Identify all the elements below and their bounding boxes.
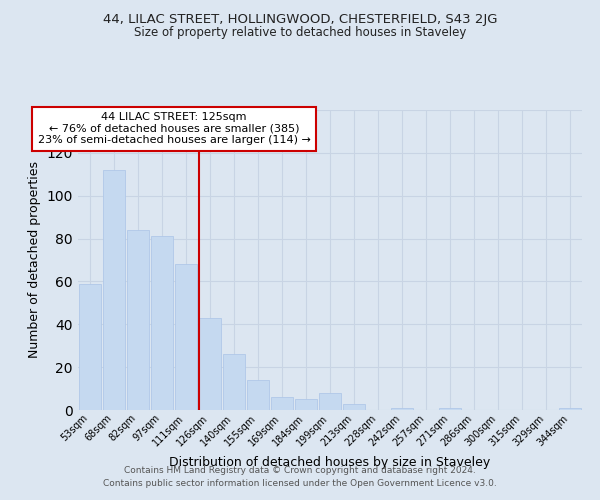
Text: Contains HM Land Registry data © Crown copyright and database right 2024.
Contai: Contains HM Land Registry data © Crown c… bbox=[103, 466, 497, 487]
Bar bbox=[79, 284, 101, 410]
Bar bbox=[175, 264, 197, 410]
Bar bbox=[295, 400, 317, 410]
X-axis label: Distribution of detached houses by size in Staveley: Distribution of detached houses by size … bbox=[169, 456, 491, 469]
Bar bbox=[439, 408, 461, 410]
Y-axis label: Number of detached properties: Number of detached properties bbox=[28, 162, 41, 358]
Text: Size of property relative to detached houses in Staveley: Size of property relative to detached ho… bbox=[134, 26, 466, 39]
Bar bbox=[247, 380, 269, 410]
Bar bbox=[271, 397, 293, 410]
Text: 44, LILAC STREET, HOLLINGWOOD, CHESTERFIELD, S43 2JG: 44, LILAC STREET, HOLLINGWOOD, CHESTERFI… bbox=[103, 12, 497, 26]
Bar bbox=[343, 404, 365, 410]
Bar bbox=[223, 354, 245, 410]
Bar bbox=[127, 230, 149, 410]
Bar bbox=[391, 408, 413, 410]
Bar bbox=[559, 408, 581, 410]
Bar bbox=[103, 170, 125, 410]
Bar bbox=[151, 236, 173, 410]
Bar bbox=[199, 318, 221, 410]
Bar bbox=[319, 393, 341, 410]
Text: 44 LILAC STREET: 125sqm
← 76% of detached houses are smaller (385)
23% of semi-d: 44 LILAC STREET: 125sqm ← 76% of detache… bbox=[38, 112, 310, 146]
